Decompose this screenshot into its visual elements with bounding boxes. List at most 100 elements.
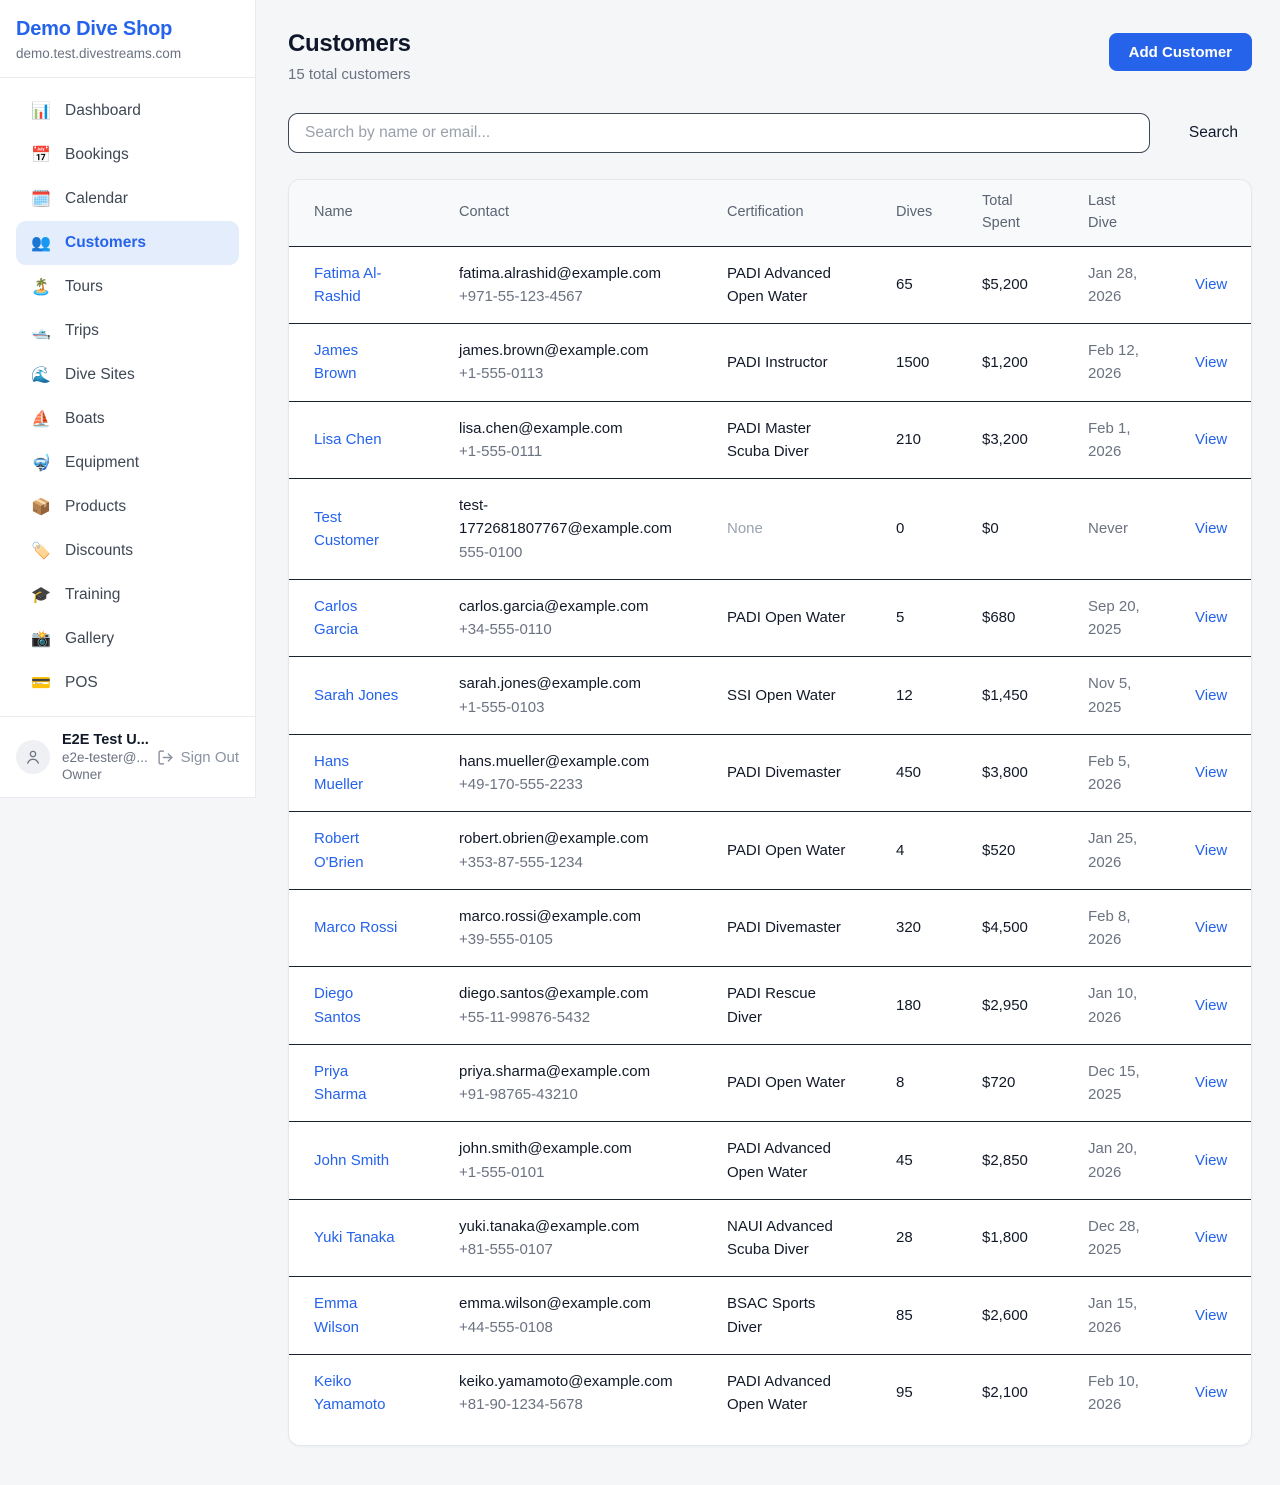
customer-name-link[interactable]: Marco Rossi: [314, 919, 398, 937]
table-row: Keiko Yamamoto keiko.yamamoto@example.co…: [289, 1353, 1251, 1432]
view-link[interactable]: View: [1195, 1074, 1228, 1092]
sidebar-item-trips[interactable]: 🛥️ Trips: [16, 309, 239, 353]
shop-domain: demo.test.divestreams.com: [16, 46, 182, 61]
nav-item-icon: 🎓: [31, 585, 51, 604]
nav-item-icon: 🌊: [31, 365, 51, 384]
sidebar-item-dive-sites[interactable]: 🌊 Dive Sites: [16, 353, 239, 397]
table-row: Priya Sharma priya.sharma@example.com +9…: [289, 1043, 1251, 1122]
sidebar-item-products[interactable]: 📦 Products: [16, 485, 239, 529]
customer-phone: +39-555-0105: [459, 931, 553, 948]
table-header: Name Contact Certification Dives Total Spent…: [289, 180, 1251, 247]
sign-out-button[interactable]: Sign Out: [157, 749, 239, 766]
customer-certification: BSAC Sports Diver: [727, 1276, 896, 1355]
view-link[interactable]: View: [1195, 520, 1228, 538]
search-input[interactable]: [288, 113, 1150, 153]
customer-name-link[interactable]: Keiko Yamamoto: [314, 1372, 386, 1413]
customer-phone: +1-555-0113: [459, 365, 544, 383]
customer-name-link[interactable]: James Brown: [314, 342, 359, 383]
nav-item-label: Gallery: [65, 630, 115, 647]
customer-phone: +1-555-0101: [459, 1163, 545, 1181]
sign-out-label: Sign Out: [180, 748, 239, 766]
customer-email: test-1772681807767@example.com: [459, 497, 672, 538]
view-link[interactable]: View: [1195, 996, 1228, 1014]
nav-item-icon: ⛵: [31, 409, 51, 428]
view-link[interactable]: View: [1195, 276, 1228, 294]
customer-name-link[interactable]: Carlos Garcia: [314, 597, 359, 638]
sidebar-item-pos[interactable]: 💳 POS: [16, 661, 239, 705]
customer-certification: PADI Advanced Open Water: [727, 264, 831, 305]
nav-item-label: Training: [65, 586, 121, 603]
table-row: Diego Santos diego.santos@example.com +5…: [289, 966, 1251, 1045]
view-link[interactable]: View: [1195, 764, 1228, 782]
customer-email: yuki.tanaka@example.com: [459, 1217, 640, 1235]
customer-last-dive: Feb 10, 2026: [1088, 1353, 1195, 1432]
sidebar-item-discounts[interactable]: 🏷️ Discounts: [16, 529, 239, 573]
column-header: Certification: [727, 180, 896, 247]
view-link[interactable]: View: [1195, 1384, 1228, 1402]
customer-dives: 8: [896, 1043, 982, 1122]
sidebar-item-equipment[interactable]: 🤿 Equipment: [16, 441, 239, 485]
table-row: Carlos Garcia carlos.garcia@example.com …: [289, 578, 1251, 657]
view-link[interactable]: View: [1195, 1151, 1228, 1169]
table-row: Test Customer test-1772681807767@example…: [289, 478, 1251, 580]
nav-item-icon: 📦: [31, 497, 51, 516]
sidebar-item-training[interactable]: 🎓 Training: [16, 573, 239, 617]
add-customer-button[interactable]: Add Customer: [1108, 33, 1252, 71]
view-link[interactable]: View: [1195, 431, 1228, 449]
customer-total-spent: $520: [982, 811, 1088, 890]
nav-item-icon: 👥: [31, 233, 51, 252]
view-link[interactable]: View: [1195, 1306, 1228, 1324]
customer-total-spent: $2,100: [982, 1353, 1088, 1432]
sidebar-item-bookings[interactable]: 📅 Bookings: [16, 133, 239, 177]
view-link[interactable]: View: [1195, 919, 1228, 937]
customer-name-link[interactable]: Hans Mueller: [314, 752, 364, 793]
customer-phone: +1-555-0103: [459, 698, 545, 716]
view-link[interactable]: View: [1195, 353, 1228, 371]
sidebar-item-customers[interactable]: 👥 Customers: [16, 221, 239, 265]
table-row: Fatima Al-Rashid fatima.alrashid@example…: [289, 246, 1251, 324]
sidebar-item-tours[interactable]: 🏝️ Tours: [16, 265, 239, 309]
sidebar-item-gallery[interactable]: 📸 Gallery: [16, 617, 239, 661]
nav-item-label: Products: [65, 498, 127, 515]
nav-item-label: Dashboard: [65, 102, 141, 119]
customer-total-spent: $3,800: [982, 733, 1088, 812]
customer-name-link[interactable]: John Smith: [314, 1151, 390, 1169]
customer-certification: PADI Open Water: [727, 811, 896, 890]
customer-name-link[interactable]: Fatima Al-Rashid: [314, 264, 382, 305]
sidebar-item-calendar[interactable]: 🗓️ Calendar: [16, 177, 239, 221]
table-row: Sarah Jones sarah.jones@example.com +1-5…: [289, 656, 1251, 735]
customer-total-spent: $0: [982, 478, 1088, 580]
customer-name-link[interactable]: Priya Sharma: [314, 1062, 367, 1103]
customer-name-link[interactable]: Test Customer: [314, 508, 380, 549]
customer-name-link[interactable]: Yuki Tanaka: [314, 1229, 395, 1247]
customer-total-spent: $2,950: [982, 966, 1088, 1045]
customer-name-link[interactable]: Robert O'Brien: [314, 830, 364, 871]
customer-name-link[interactable]: Diego Santos: [314, 985, 361, 1026]
customer-dives: 28: [896, 1198, 982, 1277]
customer-certification: PADI Advanced Open Water: [727, 1121, 896, 1200]
nav-item-label: Discounts: [65, 542, 134, 559]
customer-email: carlos.garcia@example.com: [459, 597, 649, 615]
view-link[interactable]: View: [1195, 686, 1228, 704]
customer-name-link[interactable]: Sarah Jones: [314, 686, 399, 704]
sidebar-item-boats[interactable]: ⛵ Boats: [16, 397, 239, 441]
customer-email: fatima.alrashid@example.com: [459, 264, 661, 282]
search-button[interactable]: Search: [1175, 124, 1252, 142]
customer-total-spent: $1,800: [982, 1198, 1088, 1277]
customer-email: priya.sharma@example.com: [459, 1062, 651, 1080]
customer-phone: +971-55-123-4567: [459, 287, 583, 305]
view-link[interactable]: View: [1195, 841, 1228, 859]
customer-last-dive: Nov 5, 2025: [1088, 656, 1195, 735]
table-row: Marco Rossi marco.rossi@example.com +39-…: [289, 888, 1251, 967]
column-header: Dives: [896, 180, 982, 247]
customer-certification: PADI Instructor: [727, 323, 896, 401]
customer-dives: 4: [896, 811, 982, 890]
sidebar-item-dashboard[interactable]: 📊 Dashboard: [16, 89, 239, 133]
sidebar: Demo Dive Shop demo.test.divestreams.com…: [0, 0, 256, 798]
customer-dives: 210: [896, 400, 982, 479]
customer-name-link[interactable]: Lisa Chen: [314, 431, 382, 449]
view-link[interactable]: View: [1195, 1229, 1228, 1247]
customer-last-dive: Dec 28, 2025: [1088, 1198, 1195, 1277]
view-link[interactable]: View: [1195, 609, 1228, 627]
customer-name-link[interactable]: Emma Wilson: [314, 1295, 360, 1336]
